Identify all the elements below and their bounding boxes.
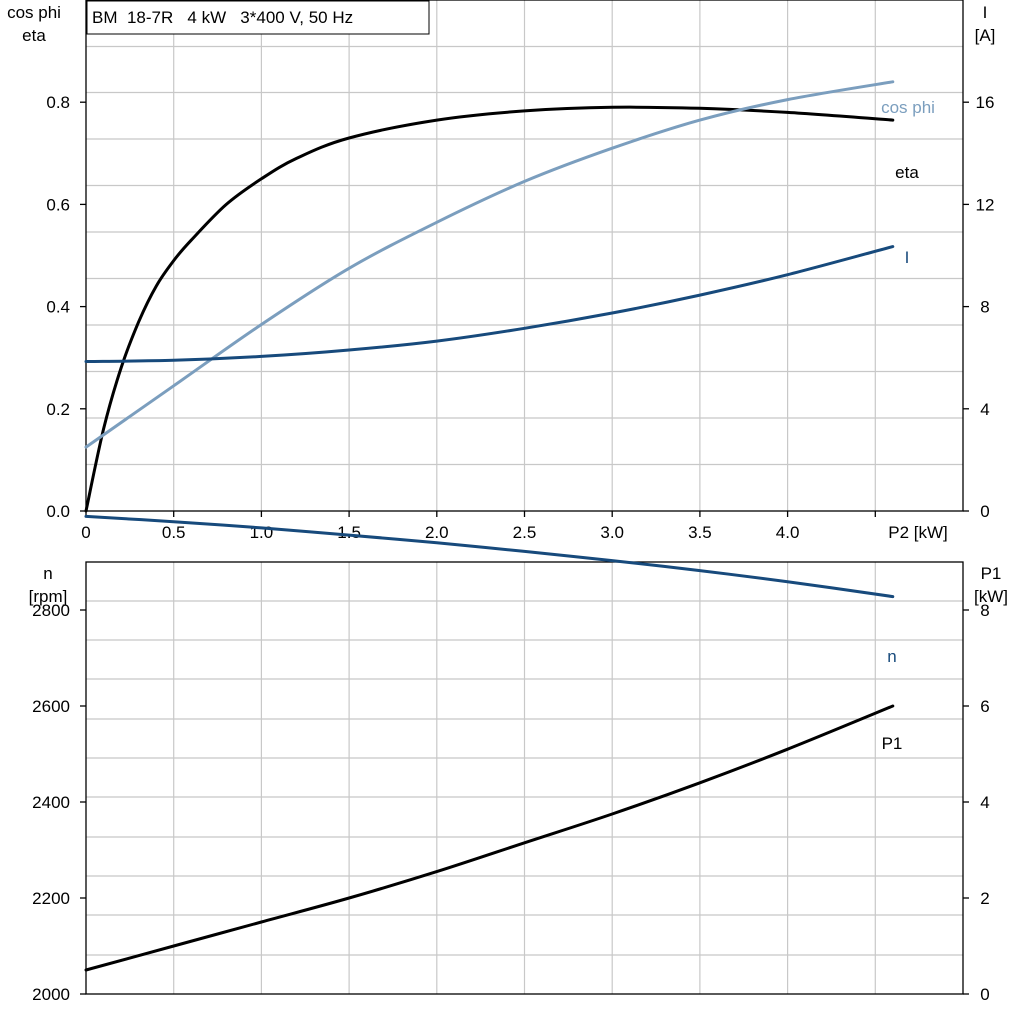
y-right-tick-label: 12 — [976, 195, 995, 214]
y-left-tick-label: 0.2 — [46, 400, 70, 419]
series-p1-line — [84, 704, 895, 972]
y-left-tick-label: 0.0 — [46, 502, 70, 521]
x-axis-label: P2 [kW] — [888, 523, 948, 542]
x-tick-label: 4.0 — [776, 523, 800, 542]
y-left-axis-label: [rpm] — [29, 587, 68, 606]
x-tick-label: 2.0 — [425, 523, 449, 542]
y-left-axis-label: n — [43, 564, 52, 583]
title-box — [86, 0, 430, 35]
y-left-tick-label: 2400 — [32, 793, 70, 812]
x-tick-label: 0 — [81, 523, 90, 542]
y-right-axis-label: P1 — [981, 564, 1002, 583]
y-left-tick-label: 0.4 — [46, 298, 70, 317]
series-eta-label: eta — [895, 163, 919, 182]
series-cos-phi-label: cos phi — [881, 98, 935, 117]
x-tick-label: 0.5 — [162, 523, 186, 542]
y-right-tick-label: 8 — [980, 298, 989, 317]
y-right-axis-label: [A] — [975, 26, 996, 45]
y-left-axis-label: eta — [22, 26, 46, 45]
series-n-line — [84, 514, 895, 599]
y-left-tick-label: 2800 — [32, 601, 70, 620]
plot-frame — [85, 561, 964, 995]
y-left-tick-label: 0.8 — [46, 93, 70, 112]
y-right-tick-label: 8 — [980, 601, 989, 620]
y-right-tick-label: 2 — [980, 889, 989, 908]
y-right-axis-label: I — [983, 3, 988, 22]
y-right-tick-label: 0 — [980, 985, 989, 1004]
x-tick-label: 1.5 — [337, 523, 361, 542]
series-i-line — [84, 245, 895, 363]
y-right-tick-label: 4 — [980, 793, 989, 812]
y-left-axis-label: cos phi — [7, 3, 61, 22]
y-right-axis-label: [kW] — [974, 587, 1008, 606]
x-tick-label: 3.5 — [688, 523, 712, 542]
y-right-tick-label: 4 — [980, 400, 989, 419]
y-left-tick-label: 2600 — [32, 697, 70, 716]
bottom-chart: 2000 2200 2400 2600 2800 0 2 4 6 8 n [rpm] P1 [kW] n P1 — [29, 514, 1008, 1004]
series-eta-line — [84, 105, 895, 513]
y-right-tick-label: 0 — [980, 502, 989, 521]
y-left-tick-label: 2000 — [32, 985, 70, 1004]
y-right-tick-label: 6 — [980, 697, 989, 716]
y-right-tick-label: 16 — [976, 93, 995, 112]
y-left-tick-label: 0.6 — [46, 195, 70, 214]
x-tick-label: 3.0 — [600, 523, 624, 542]
chart-title: BM 18-7R 4 kW 3*400 V, 50 Hz — [92, 8, 353, 27]
y-left-tick-label: 2200 — [32, 889, 70, 908]
series-i-label: I — [905, 248, 910, 267]
series-p1-label: P1 — [882, 734, 903, 753]
x-tick-label: 2.5 — [513, 523, 537, 542]
series-n-label: n — [887, 647, 896, 666]
